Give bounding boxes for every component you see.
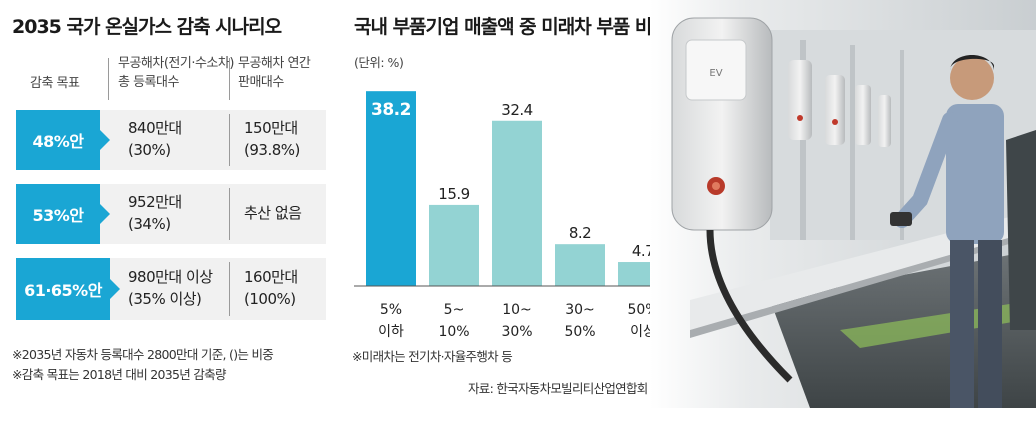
bottom-strip <box>0 408 1036 446</box>
header-sales-line1: 무공해차 연간 <box>238 56 311 71</box>
category-label: 이상 <box>630 324 656 340</box>
category-label: 10~ <box>502 302 532 318</box>
row-divider <box>229 114 230 166</box>
source-text: 자료: 한국자동차모빌리티산업연합회 <box>468 381 648 396</box>
header-divider-1 <box>108 58 109 100</box>
header-sales-line2: 판매대수 <box>238 75 284 90</box>
goal-tag: 53%안 <box>16 184 110 244</box>
category-label: 30~ <box>565 302 595 318</box>
total-cell: 980만대 이상 (35% 이상) <box>128 268 213 308</box>
category-label: 5% <box>380 302 402 318</box>
header-total: 무공해차(전기·수소차) 총 등록대수 <box>118 54 234 102</box>
bar <box>366 91 416 287</box>
sales-cell: 추산 없음 <box>244 204 302 222</box>
table-note-1: ※2035년 자동차 등록대수 2800만대 기준, ()는 비중 <box>12 347 274 362</box>
category-label: 30% <box>501 324 532 340</box>
category-label: 이하 <box>378 324 404 340</box>
charger-label: EV <box>709 68 722 79</box>
value-label: 15.9 <box>438 185 469 203</box>
goal-tag: 61·65%안 <box>16 258 120 320</box>
bar <box>492 120 542 286</box>
header-divider-2 <box>229 58 230 100</box>
ev-charger-illustration: EV <box>650 0 1036 408</box>
row-divider <box>229 262 230 316</box>
value-label: 4.7 <box>632 242 654 260</box>
category-label: 50% <box>564 324 595 340</box>
total-cell: 952만대 (34%) <box>128 193 182 233</box>
value-label: 32.4 <box>501 101 532 119</box>
row-divider <box>229 188 230 240</box>
total-cell: 840만대 (30%) <box>128 119 182 159</box>
header-sales: 무공해차 연간 판매대수 <box>238 54 311 102</box>
chart-unit: (단위: %) <box>354 55 404 70</box>
photo-ev-charging: EV <box>650 0 1036 408</box>
table-title: 2035 국가 온실가스 감축 시나리오 <box>12 16 282 38</box>
table-note-2: ※감축 목표는 2018년 대비 2035년 감축량 <box>12 367 226 382</box>
goal-tag: 48%안 <box>16 110 110 170</box>
bar-chart: 38.25%이하15.95~10%32.410~30%8.230~50%4.75… <box>354 91 672 340</box>
category-label: 5~ <box>444 302 465 318</box>
header-goal: 감축 목표 <box>30 76 80 91</box>
value-label: 8.2 <box>569 224 591 242</box>
bar <box>429 204 479 286</box>
category-label: 10% <box>438 324 469 340</box>
infographic-panel: 2035 국가 온실가스 감축 시나리오 감축 목표 무공해차(전기·수소차) … <box>12 0 1036 408</box>
header-total-line2: 총 등록대수 <box>118 75 179 90</box>
sales-cell: 150만대 (93.8%) <box>244 119 300 159</box>
chart-note: ※미래차는 전기차·자율주행차 등 <box>352 349 513 364</box>
value-label: 38.2 <box>371 100 411 120</box>
sales-cell: 160만대 (100%) <box>244 268 298 308</box>
bar <box>555 244 605 286</box>
header-total-line1: 무공해차(전기·수소차) <box>118 56 234 71</box>
chart-title: 국내 부품기업 매출액 중 미래차 부품 비중 <box>354 16 669 38</box>
